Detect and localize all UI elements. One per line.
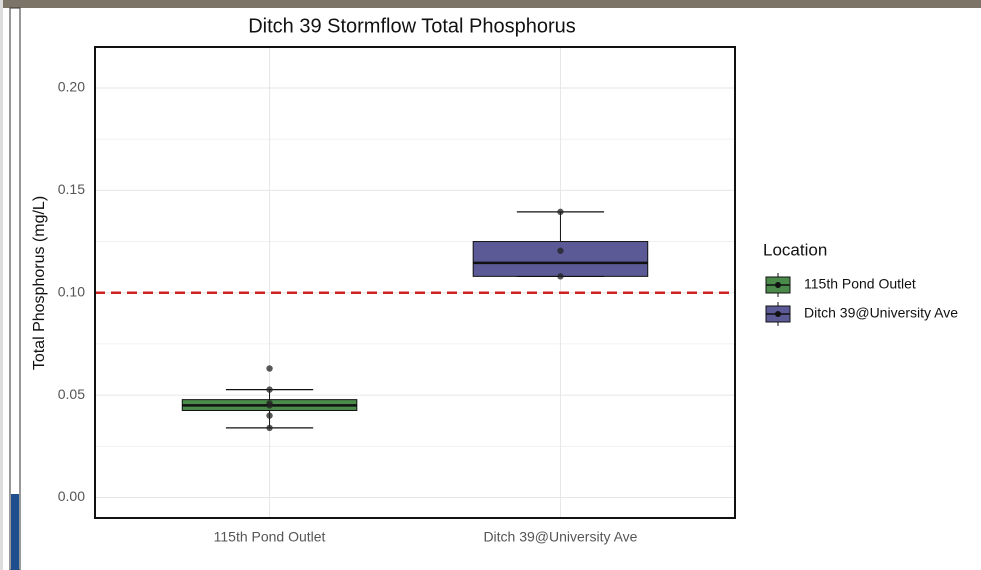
panel-border (95, 47, 735, 518)
legend-label: 115th Pond Outlet (804, 276, 916, 292)
side-panel (10, 8, 20, 570)
data-point (557, 209, 563, 215)
chart-title: Ditch 39 Stormflow Total Phosphorus (248, 15, 576, 37)
background-strip (0, 0, 981, 8)
data-point (266, 386, 272, 392)
box (473, 242, 648, 277)
y-tick-label: 0.00 (58, 488, 85, 504)
data-point (266, 365, 272, 371)
data-point (266, 402, 272, 408)
y-tick-label: 0.20 (58, 79, 85, 95)
x-tick-label: 115th Pond Outlet (214, 529, 326, 545)
data-point (266, 412, 272, 418)
y-tick-label: 0.05 (58, 386, 85, 402)
y-tick-label: 0.10 (58, 283, 85, 299)
legend-label: Ditch 39@University Ave (804, 305, 958, 321)
data-point (557, 273, 563, 279)
legend-title: Location (763, 240, 827, 259)
x-tick-label: Ditch 39@University Ave (483, 529, 637, 545)
data-point (266, 425, 272, 431)
legend-point (775, 311, 781, 317)
y-tick-label: 0.15 (58, 181, 85, 197)
side-panel-fill (11, 494, 19, 570)
legend-point (775, 282, 781, 288)
chart: Ditch 39 Stormflow Total Phosphorus Tota… (0, 0, 981, 570)
data-point (557, 248, 563, 254)
y-axis-label: Total Phosphorus (mg/L) (31, 196, 48, 370)
side-bar (0, 0, 3, 570)
